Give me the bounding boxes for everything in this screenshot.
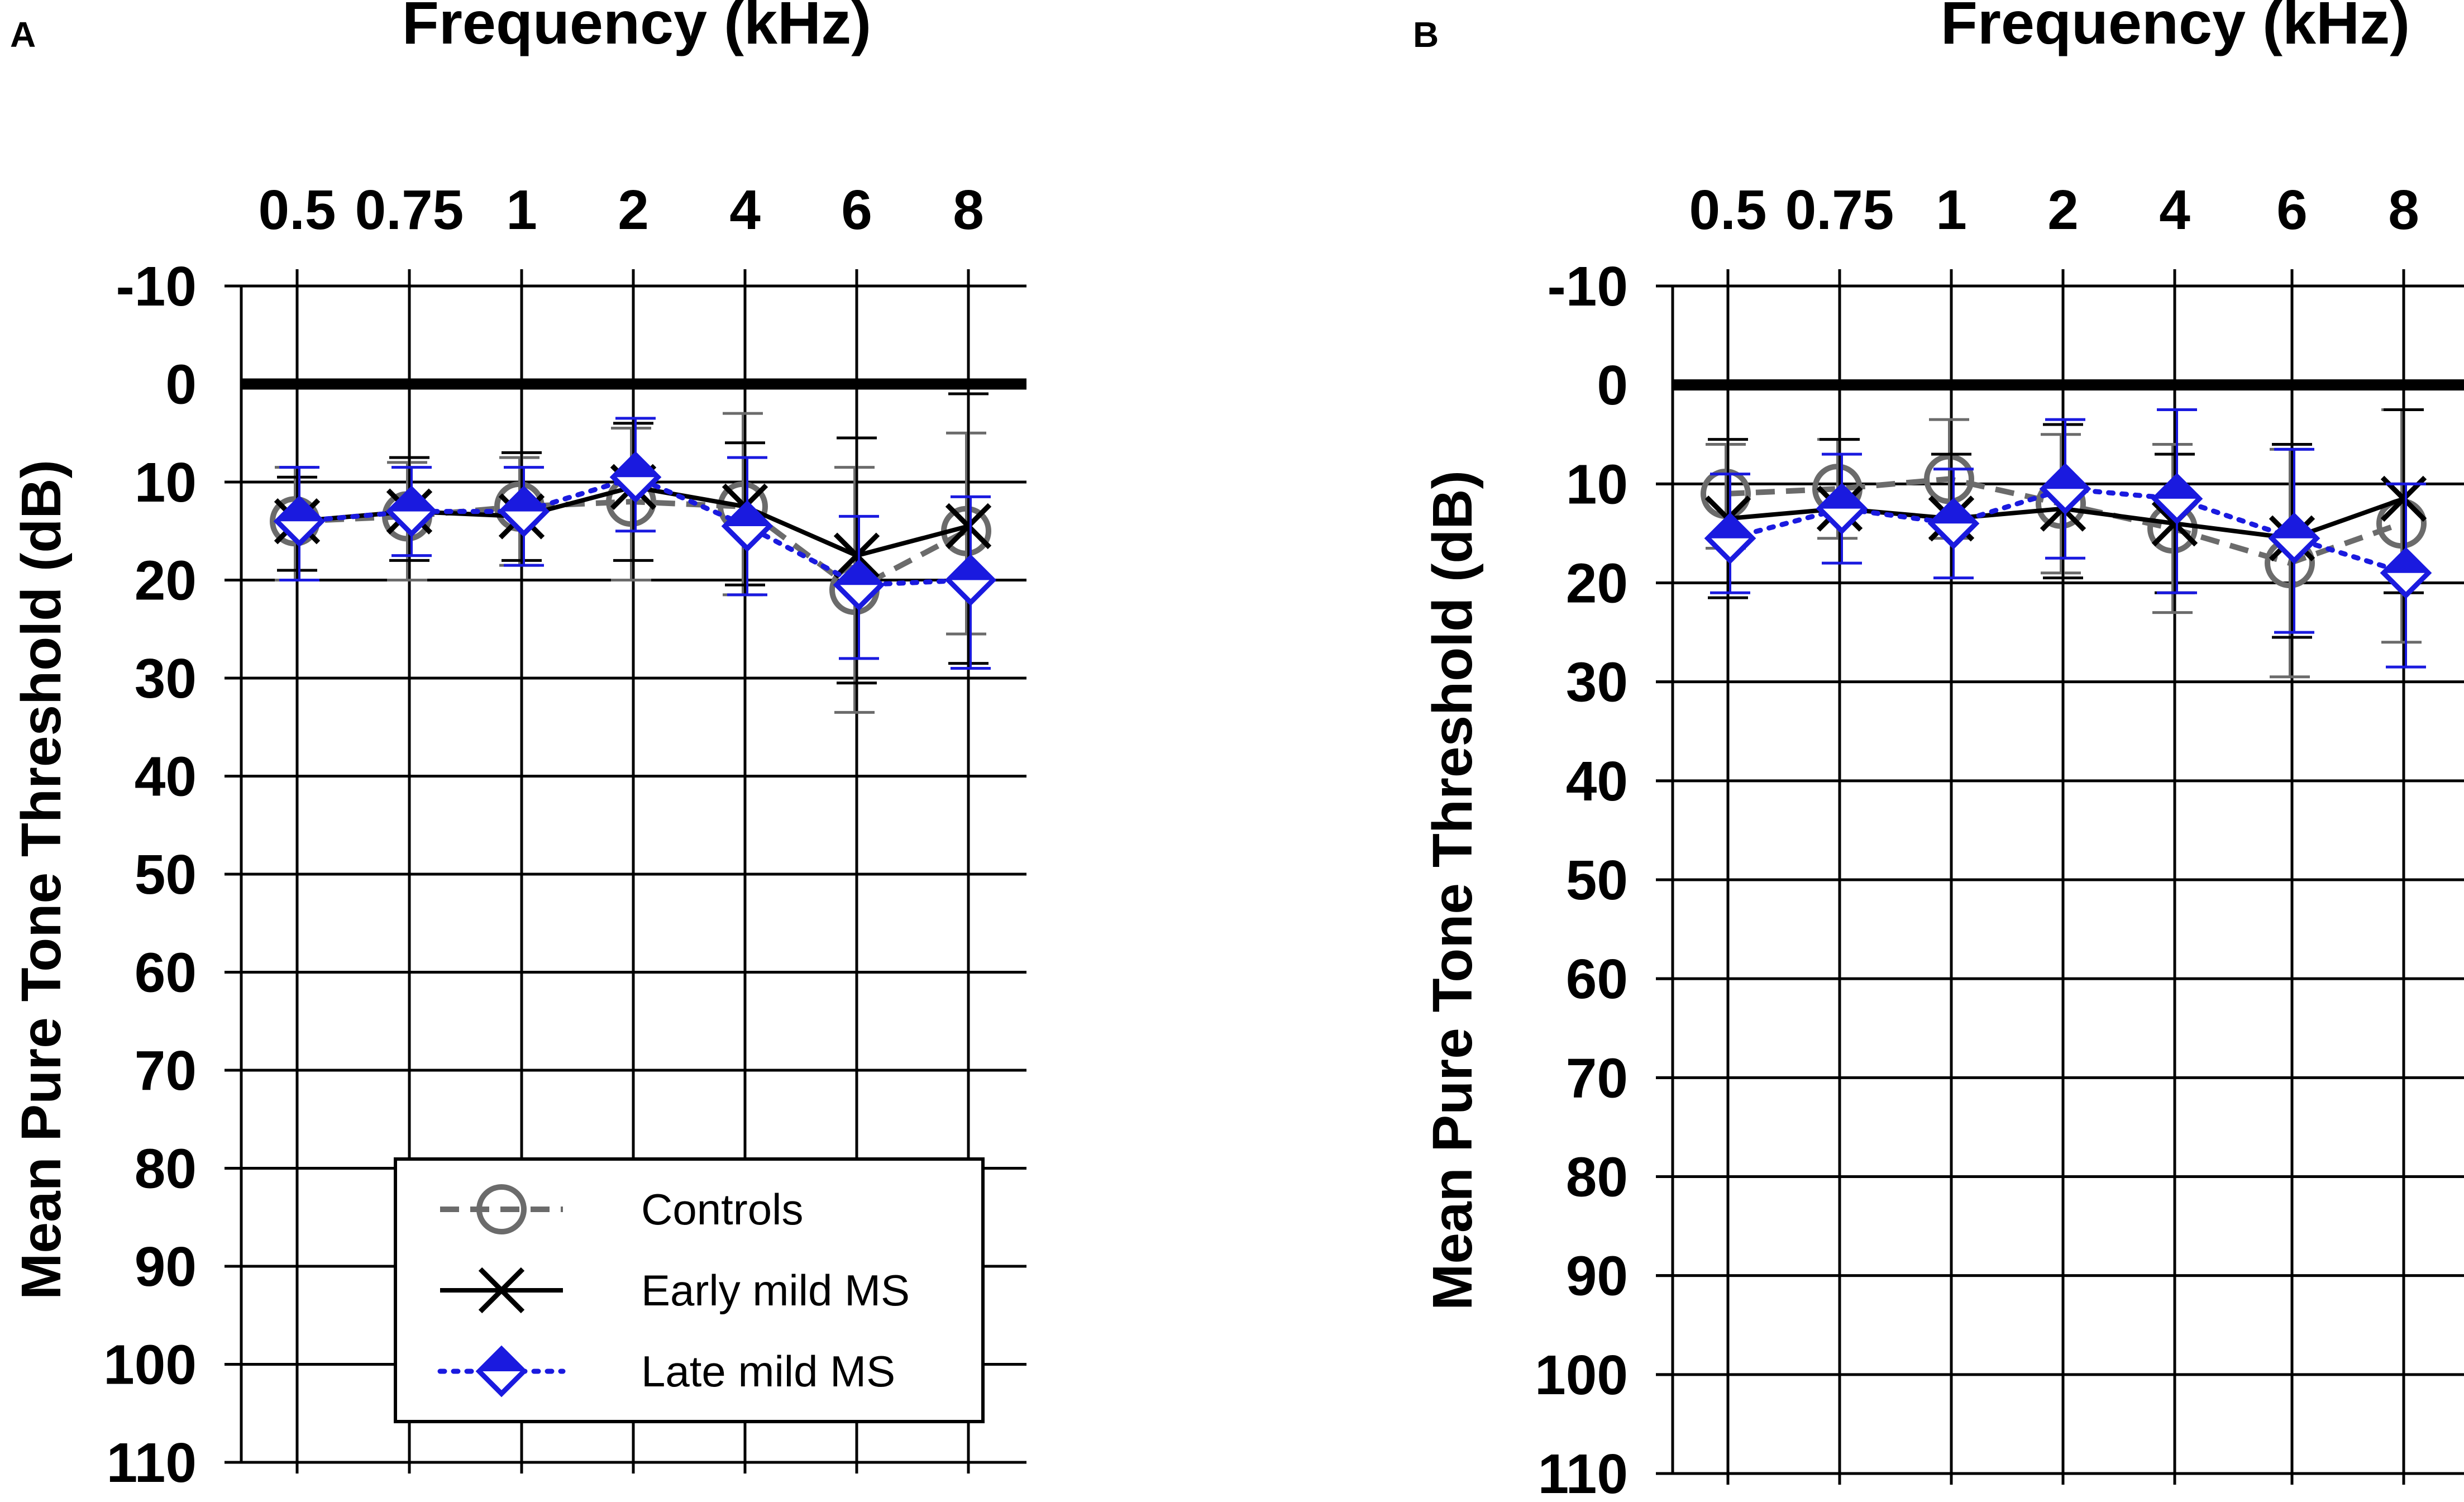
marker-diamond bbox=[2268, 512, 2320, 565]
x-tick-label: 0.5 bbox=[1689, 179, 1766, 241]
marker-diamond-fill bbox=[1708, 516, 1753, 538]
marker-diamond-fill bbox=[2043, 466, 2088, 489]
marker-diamond bbox=[944, 554, 997, 606]
marker-diamond bbox=[2039, 462, 2091, 515]
y-tick-label: 50 bbox=[1566, 849, 1628, 912]
marker-diamond-fill bbox=[277, 499, 322, 522]
marker-diamond-fill bbox=[948, 557, 993, 580]
marker-diamond-fill bbox=[502, 489, 546, 512]
y-tick-label: -10 bbox=[1547, 255, 1628, 318]
marker-diamond bbox=[1927, 497, 1980, 550]
legend-label-controls: Controls bbox=[641, 1185, 803, 1234]
marker-diamond-fill bbox=[479, 1349, 524, 1371]
marker-circle bbox=[476, 1184, 527, 1234]
y-tick-label: 0 bbox=[165, 354, 197, 416]
marker-cross bbox=[833, 532, 880, 579]
y-tick-label: 30 bbox=[135, 647, 197, 710]
marker-diamond-fill bbox=[837, 562, 881, 585]
marker-diamond-fill bbox=[2155, 476, 2199, 499]
y-tick-label: 40 bbox=[135, 746, 197, 808]
y-tick-label: 0 bbox=[1597, 354, 1628, 417]
marker-diamond bbox=[273, 495, 326, 547]
y-tick-label: 30 bbox=[1566, 651, 1628, 714]
y-axis-label: Mean Pure Tone Threshold (dB) bbox=[1421, 470, 1484, 1310]
y-tick-label: 10 bbox=[1566, 453, 1628, 516]
y-tick-label: 20 bbox=[1566, 552, 1628, 615]
x-tick-label: 0.5 bbox=[258, 179, 336, 241]
marker-diamond bbox=[833, 559, 885, 611]
panel-letter: A bbox=[10, 15, 36, 55]
y-tick-label: 70 bbox=[135, 1040, 197, 1102]
x-tick-label: 6 bbox=[841, 179, 872, 241]
marker-cross bbox=[478, 1267, 525, 1314]
x-tick-label: 2 bbox=[2047, 179, 2079, 241]
x-tick-label: 8 bbox=[2388, 179, 2419, 241]
marker-diamond bbox=[1816, 483, 1868, 535]
marker-diamond bbox=[2380, 547, 2432, 599]
legend-label-late: Late mild MS bbox=[641, 1347, 895, 1396]
y-tick-label: 100 bbox=[103, 1334, 197, 1396]
series-late bbox=[1704, 408, 2432, 669]
y-tick-label: -10 bbox=[116, 255, 197, 318]
marker-diamond-fill bbox=[2384, 550, 2428, 573]
y-axis-label: Mean Pure Tone Threshold (dB) bbox=[10, 460, 73, 1300]
marker-diamond-fill bbox=[2272, 516, 2317, 538]
y-tick-label: 90 bbox=[1566, 1245, 1628, 1308]
marker-circle bbox=[1924, 454, 1974, 504]
x-tick-label: 8 bbox=[953, 179, 984, 241]
legend: Controls Early mild MS Late mild MS bbox=[394, 1157, 985, 1423]
y-tick-label: 50 bbox=[135, 843, 197, 906]
x-tick-label: 0.75 bbox=[355, 179, 464, 241]
y-tick-label: 100 bbox=[1535, 1344, 1628, 1406]
x-tick-label: 1 bbox=[506, 179, 537, 241]
marker-diamond-fill bbox=[613, 455, 658, 478]
y-tick-label: 60 bbox=[1566, 948, 1628, 1010]
panel-letter: B bbox=[1413, 15, 1439, 55]
marker-diamond bbox=[2151, 473, 2203, 525]
x-tick-label: 4 bbox=[2159, 179, 2190, 241]
y-tick-label: 110 bbox=[1538, 1443, 1628, 1502]
panel-b: B Frequency (kHz) Mean Pure Tone Threshold… bbox=[1413, 0, 2464, 1502]
marker-diamond bbox=[1704, 512, 1756, 565]
marker-diamond-fill bbox=[389, 489, 434, 512]
marker-cross-stroke bbox=[833, 532, 880, 579]
y-tick-label: 80 bbox=[135, 1138, 197, 1200]
y-tick-label: 10 bbox=[135, 451, 197, 514]
x-tick-label: 2 bbox=[618, 179, 649, 241]
marker-diamond-fill bbox=[1931, 501, 1976, 524]
y-tick-label: 70 bbox=[1566, 1047, 1628, 1109]
series-late bbox=[273, 417, 997, 670]
x-axis-title: Frequency (kHz) bbox=[402, 0, 871, 56]
marker-diamond bbox=[609, 451, 662, 503]
x-tick-label: 0.75 bbox=[1785, 179, 1894, 241]
y-tick-label: 80 bbox=[1566, 1146, 1628, 1209]
x-tick-label: 4 bbox=[729, 179, 761, 241]
marker-diamond bbox=[721, 500, 773, 552]
y-tick-label: 20 bbox=[135, 550, 197, 612]
x-tick-label: 1 bbox=[1936, 179, 1967, 241]
marker-diamond-fill bbox=[1820, 486, 1864, 509]
marker-cross-stroke bbox=[945, 503, 992, 550]
marker-diamond bbox=[475, 1345, 528, 1398]
marker-diamond bbox=[498, 485, 550, 538]
y-tick-label: 40 bbox=[1566, 750, 1628, 813]
y-tick-label: 60 bbox=[135, 942, 197, 1004]
marker-cross-stroke bbox=[478, 1267, 525, 1314]
y-tick-label: 90 bbox=[135, 1236, 197, 1298]
marker-cross bbox=[945, 503, 992, 550]
y-tick-label: 110 bbox=[107, 1432, 197, 1494]
x-axis-title: Frequency (kHz) bbox=[1941, 0, 2410, 56]
legend-label-early: Early mild MS bbox=[641, 1266, 910, 1315]
marker-diamond bbox=[385, 485, 438, 538]
x-tick-label: 6 bbox=[2276, 179, 2308, 241]
marker-diamond-fill bbox=[725, 503, 770, 526]
